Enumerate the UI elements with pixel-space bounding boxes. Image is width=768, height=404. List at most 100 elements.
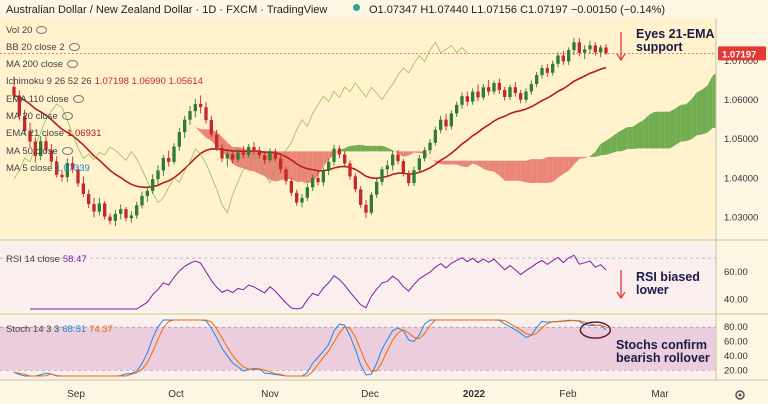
cloud-segment — [456, 160, 462, 167]
cloud-segment — [611, 133, 617, 154]
candle-body — [295, 192, 299, 203]
symbol-title[interactable]: Australian Dollar / New Zealand Dollar ·… — [6, 4, 328, 16]
time-tick-label: Mar — [651, 389, 669, 400]
cloud-segment — [691, 92, 697, 140]
indicator-ema21[interactable]: EMA 21 close 1.06931 — [6, 128, 102, 139]
candle-body — [412, 170, 416, 184]
candle-body — [407, 173, 411, 184]
hidden-eye-icon[interactable] — [67, 60, 79, 68]
stoch-pane — [0, 318, 716, 378]
cloud-segment — [531, 159, 537, 184]
candle-body — [476, 91, 480, 98]
indicator-ma50[interactable]: MA 50 close — [6, 146, 73, 157]
candles — [12, 37, 608, 227]
indicator-vol[interactable]: Vol 20 — [6, 25, 48, 36]
cloud-segment — [622, 127, 628, 152]
cloud-segment — [526, 159, 532, 184]
indicator-ma20[interactable]: MA 20 close — [6, 111, 73, 122]
candle-body — [396, 154, 400, 162]
candle-body — [471, 91, 475, 102]
candle-body — [572, 42, 576, 51]
candle-body — [71, 163, 75, 170]
cloud-segment — [488, 160, 494, 172]
indicator-bb[interactable]: BB 20 close 2 — [6, 42, 80, 53]
cloud-segment — [344, 145, 350, 152]
candle-body — [17, 95, 21, 116]
cloud-segment — [536, 159, 542, 183]
cloud-segment — [446, 160, 452, 165]
cloud-segment — [670, 108, 676, 149]
cloud-segment — [499, 160, 505, 181]
cloud-segment — [590, 151, 596, 157]
candle-body — [593, 45, 597, 53]
candle-body — [465, 96, 469, 102]
ema21-line — [13, 66, 607, 189]
candle-body — [508, 87, 512, 98]
cloud-segment — [648, 112, 654, 149]
candle-body — [76, 169, 80, 184]
cloud-segment — [686, 99, 692, 142]
rollover-circle — [579, 321, 612, 339]
candle-body — [23, 115, 27, 132]
candle-body — [156, 170, 160, 180]
candle-body — [583, 49, 587, 53]
cloud-segment — [318, 151, 324, 176]
candle-body — [108, 216, 112, 221]
candle-body — [524, 91, 528, 100]
lagging-span-line — [13, 41, 468, 214]
candle-body — [33, 141, 37, 157]
candle-body — [545, 68, 549, 73]
candle-body — [551, 63, 555, 73]
hidden-eye-icon[interactable] — [61, 112, 73, 120]
cloud-segment — [376, 145, 382, 152]
candle-body — [561, 55, 565, 62]
price-axis: 1.03000 1.04000 1.05000 1.06000 1.070001.071… — [0, 46, 766, 223]
price-pane — [0, 18, 716, 236]
settings-gear-icon[interactable] — [735, 390, 745, 400]
hidden-eye-icon[interactable] — [61, 147, 73, 155]
cloud-segment — [600, 140, 606, 156]
candle-body — [588, 45, 592, 50]
indicator-stoch[interactable]: Stoch 14 3 3 68.51 74.37 — [6, 324, 113, 335]
cloud-segment — [424, 151, 430, 159]
stoch-tick-label: 60.00 — [724, 337, 748, 348]
candle-body — [529, 84, 533, 92]
cloud-segment — [595, 143, 601, 157]
cloud-segment — [680, 104, 686, 142]
candle-body — [263, 155, 267, 161]
indicator-ichimoku[interactable]: Ichimoku 9 26 52 26 1.07198 1.06990 1.056… — [6, 76, 203, 87]
cloud-segment — [504, 160, 510, 181]
stoch-tick-label: 80.00 — [724, 322, 748, 333]
indicator-ma5[interactable]: MA 5 close 1.07339 — [6, 163, 90, 174]
hidden-eye-icon[interactable] — [72, 95, 84, 103]
indicator-ma200[interactable]: MA 200 close — [6, 59, 79, 70]
indicator-ema110[interactable]: EMA 110 close — [6, 94, 84, 105]
candle-body — [209, 120, 213, 135]
candle-body — [225, 154, 229, 159]
candle-body — [556, 55, 560, 64]
indicator-rsi[interactable]: RSI 14 close 58.47 — [6, 254, 87, 265]
cloud-segment — [558, 156, 564, 178]
candle-body — [337, 148, 341, 155]
candle-body — [359, 189, 363, 205]
time-tick-label: 2022 — [463, 389, 486, 400]
candle-body — [87, 193, 91, 205]
cloud-segment — [707, 75, 713, 133]
candle-body — [252, 147, 256, 151]
candle-body — [220, 147, 224, 159]
candle-body — [284, 169, 288, 182]
cloud-segment — [675, 104, 681, 146]
annotation-ema-support: Eyes 21-EMA support — [636, 27, 715, 54]
cloud-segment — [296, 151, 302, 182]
candle-body — [124, 209, 128, 219]
time-tick-label: Dec — [361, 389, 379, 400]
hidden-eye-icon[interactable] — [68, 43, 80, 51]
candle-body — [535, 75, 539, 85]
stoch-band-fill — [0, 327, 716, 371]
hidden-eye-icon[interactable] — [36, 26, 48, 34]
cloud-segment — [232, 147, 238, 167]
cloud-segment — [350, 145, 356, 152]
cloud-segment — [430, 157, 436, 163]
cloud-segment — [483, 160, 489, 171]
